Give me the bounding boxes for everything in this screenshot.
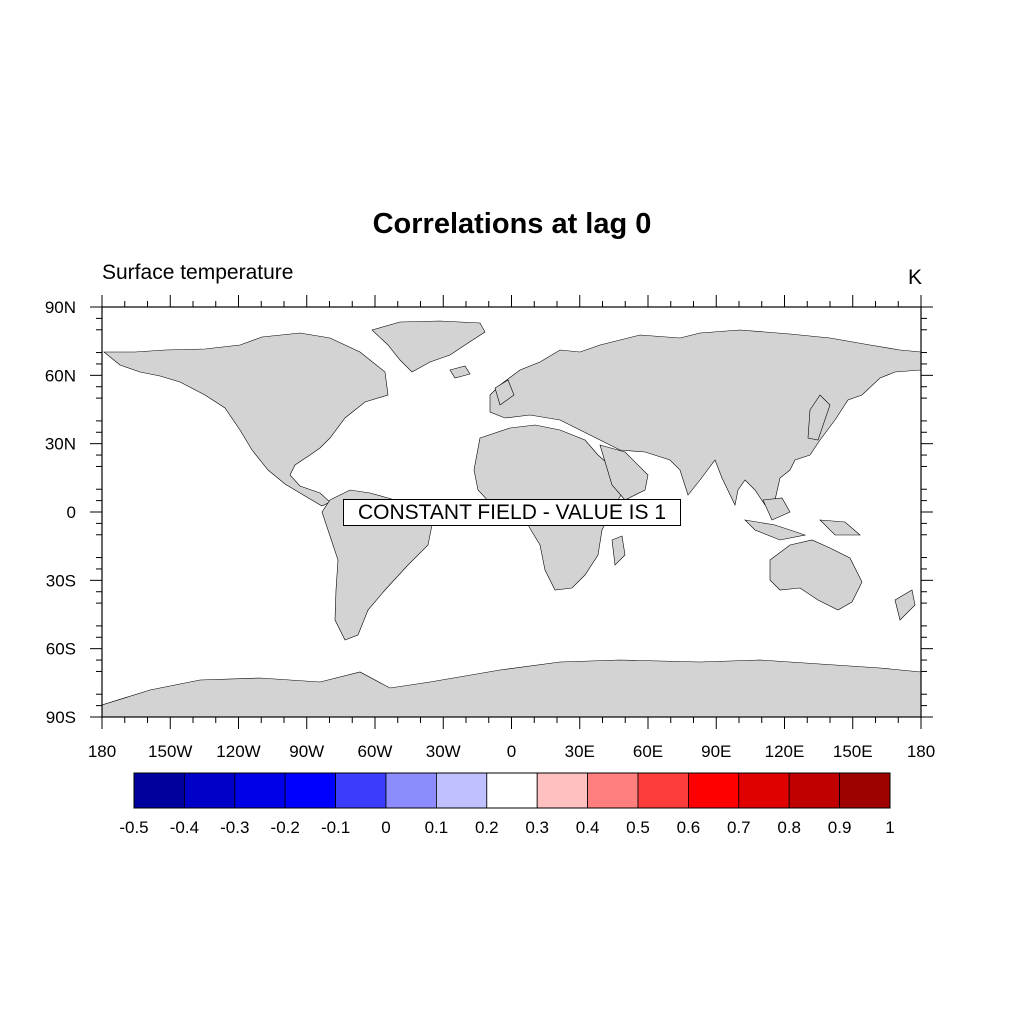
landmass-antarctica xyxy=(102,659,921,717)
colorbar-label: 1 xyxy=(885,818,894,837)
lon-tick-label: 0 xyxy=(507,742,516,761)
colorbar-label: 0.1 xyxy=(425,818,449,837)
constant-field-annotation: CONSTANT FIELD - VALUE IS 1 xyxy=(343,499,681,526)
colorbar-label: 0.5 xyxy=(626,818,650,837)
landmass-madagascar xyxy=(611,535,626,566)
lat-tick-label: 60N xyxy=(45,366,76,385)
colorbar-label: 0.4 xyxy=(576,818,600,837)
lon-tick-label: 150W xyxy=(148,742,192,761)
lon-tick-label: 60W xyxy=(358,742,393,761)
colorbar-box xyxy=(788,772,841,809)
colorbar-label: 0.9 xyxy=(828,818,852,837)
lon-tick-label: 120E xyxy=(765,742,805,761)
lon-tick-label: 30W xyxy=(426,742,461,761)
colorbar-box xyxy=(738,772,790,809)
landmass-south-america xyxy=(321,489,433,641)
colorbar-label: 0.6 xyxy=(677,818,701,837)
colorbar-label: 0.7 xyxy=(727,818,751,837)
landmass-arabia xyxy=(599,444,649,501)
colorbar-box xyxy=(335,772,387,809)
colorbar-box xyxy=(385,772,437,809)
colorbar-box xyxy=(133,772,185,809)
colorbar-box xyxy=(234,772,286,809)
lat-tick-label: 90S xyxy=(46,708,76,727)
landmass-australia xyxy=(769,539,863,611)
colorbar-box xyxy=(839,772,891,809)
colorbar-label: -0.4 xyxy=(170,818,199,837)
lat-tick-label: 90N xyxy=(45,298,76,317)
landmass-indonesia xyxy=(744,519,807,541)
landmass-eurasia xyxy=(489,329,921,506)
colorbar-frame xyxy=(133,772,891,809)
lon-tick-label: 180 xyxy=(88,742,116,761)
landmass-uk xyxy=(494,379,515,406)
lon-tick-label: 30E xyxy=(565,742,595,761)
colorbar: -0.5 -0.4 -0.3 -0.2 -0.1 0 0.1 0.2 0.3 0.4 0.5 0.6 0… xyxy=(119,772,895,837)
landmass-north-america xyxy=(103,332,389,507)
lat-tick-label: 0 xyxy=(67,503,76,522)
colorbar-box xyxy=(435,772,488,809)
colorbar-label: 0.2 xyxy=(475,818,499,837)
lon-tick-label: 120W xyxy=(216,742,260,761)
landmass-new-guinea xyxy=(819,519,861,536)
colorbar-box xyxy=(536,772,589,809)
landmass-japan xyxy=(807,394,831,441)
lon-tick-label: 60E xyxy=(633,742,663,761)
lon-tick-label: 90E xyxy=(701,742,731,761)
colorbar-box xyxy=(637,772,689,809)
lon-tick-label: 180 xyxy=(907,742,935,761)
landmass-borneo xyxy=(762,497,791,521)
lat-tick-label: 30N xyxy=(45,435,76,454)
colorbar-box xyxy=(183,772,236,809)
landmass-new-zealand xyxy=(894,589,916,621)
colorbar-label: 0.8 xyxy=(777,818,801,837)
variable-name: Surface temperature xyxy=(102,261,294,284)
landmass-iceland xyxy=(449,365,471,379)
colorbar-label: -0.5 xyxy=(119,818,148,837)
lon-tick-label: 90W xyxy=(289,742,324,761)
colorbar-box xyxy=(486,772,538,809)
colorbar-box xyxy=(284,772,337,809)
colorbar-label: 0 xyxy=(381,818,390,837)
colorbar-label: -0.1 xyxy=(321,818,350,837)
landmass-greenland xyxy=(371,320,486,373)
units-label: K xyxy=(907,266,922,289)
lon-tick-label: 150E xyxy=(833,742,873,761)
plot-title: Correlations at lag 0 xyxy=(372,208,652,240)
lat-tick-label: 30S xyxy=(46,571,76,590)
map-ticks: 180 150W 120W 90W 60W 30W 0 30E 60E 90E 120E 150E 18… xyxy=(45,295,935,761)
lat-tick-label: 60S xyxy=(46,640,76,659)
colorbar-label: 0.3 xyxy=(525,818,549,837)
colorbar-label: -0.2 xyxy=(271,818,300,837)
colorbar-box xyxy=(688,772,740,809)
colorbar-box xyxy=(587,772,639,809)
colorbar-label: -0.3 xyxy=(220,818,249,837)
